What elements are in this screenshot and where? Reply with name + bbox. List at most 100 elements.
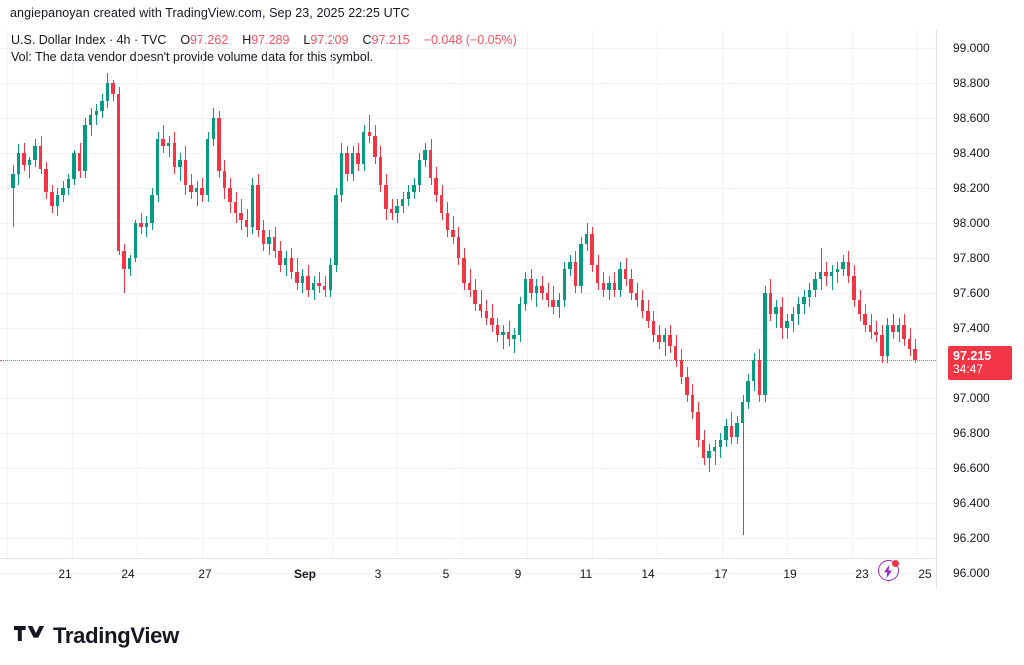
- candle-body: [94, 111, 99, 115]
- candle-body: [590, 233, 594, 265]
- candle-wick: [514, 328, 515, 353]
- time-axis-label: 17: [714, 567, 728, 581]
- open-value: 97.262: [190, 33, 229, 47]
- legend-ohlc-row: U.S. Dollar Index · 4h · TVC O97.262 H97…: [11, 32, 517, 49]
- time-axis-label: 24: [121, 567, 135, 581]
- candle-body: [556, 300, 561, 307]
- candle-body: [133, 223, 138, 258]
- candle-body: [256, 184, 260, 230]
- candle-body: [206, 139, 210, 195]
- gridline-vertical: [527, 30, 528, 558]
- candle-wick: [124, 244, 125, 293]
- tradingview-logo[interactable]: TradingView: [14, 623, 179, 649]
- open-key: O: [180, 33, 191, 47]
- candle-body: [490, 317, 494, 325]
- candle-body: [373, 135, 377, 157]
- gridline-vertical: [332, 30, 333, 558]
- candle-body: [724, 426, 728, 440]
- candle-wick: [832, 265, 833, 290]
- volume-note: Vol: The data vendor doesn't provide vol…: [11, 50, 374, 64]
- time-axis-label: 14: [641, 567, 655, 581]
- candle-body: [540, 286, 544, 293]
- current-price-badge[interactable]: 97.215 34:47: [948, 346, 1012, 381]
- gridline-horizontal: [0, 293, 936, 294]
- candle-body: [484, 310, 488, 318]
- candle-body: [22, 153, 26, 166]
- candle-body: [155, 139, 160, 195]
- gridline-vertical: [917, 30, 918, 558]
- candle-body: [790, 314, 795, 321]
- candle-body: [412, 184, 416, 192]
- candle-body: [891, 324, 895, 332]
- candle-wick: [715, 440, 716, 465]
- candle-body: [913, 349, 917, 360]
- candle-wick: [821, 247, 822, 290]
- gridline-horizontal: [0, 468, 936, 469]
- candle-wick: [169, 135, 170, 157]
- gridline-vertical: [787, 30, 788, 558]
- candle-body: [679, 359, 683, 377]
- price-axis-label: 96.800: [953, 426, 990, 440]
- candle-body: [478, 303, 483, 311]
- candle-body: [751, 359, 756, 381]
- candle-body: [896, 324, 901, 332]
- price-axis-label: 98.200: [953, 181, 990, 195]
- gridline-horizontal: [0, 48, 936, 49]
- candle-body: [824, 272, 828, 276]
- candle-body: [245, 219, 249, 227]
- gridline-vertical: [397, 30, 398, 558]
- candle-body: [523, 279, 527, 304]
- chart-plot-area[interactable]: [0, 30, 936, 574]
- candle-body: [267, 237, 271, 244]
- symbol-title[interactable]: U.S. Dollar Index · 4h · TVC: [11, 33, 167, 47]
- candle-body: [284, 258, 288, 265]
- candle-wick: [837, 261, 838, 283]
- candle-body: [389, 209, 394, 213]
- candle-body: [846, 261, 851, 276]
- price-axis[interactable]: 99.000 98.800 98.600 98.400 98.200 98.000 97.8…: [937, 30, 1024, 579]
- candle-body: [367, 132, 372, 136]
- candle-wick: [776, 300, 777, 328]
- price-axis-label: 97.600: [953, 286, 990, 300]
- candle-body: [685, 377, 689, 395]
- candle-body: [16, 153, 21, 174]
- time-axis-label: 21: [58, 567, 72, 581]
- candle-body: [673, 345, 678, 360]
- candle-body: [323, 286, 327, 290]
- candle-body: [774, 307, 778, 314]
- gridline-horizontal: [0, 83, 936, 84]
- candle-body: [44, 168, 48, 192]
- candle-body: [306, 275, 310, 290]
- gridline-vertical: [202, 30, 203, 558]
- candle-body: [835, 268, 839, 272]
- time-axis-label: 23: [855, 567, 869, 581]
- gridline-vertical: [137, 30, 138, 558]
- candle-body: [116, 93, 121, 251]
- candle-body: [813, 279, 817, 290]
- time-axis[interactable]: 21 24 27 Sep 3 5 9 11 14 17 19 23 25: [0, 559, 936, 589]
- candle-body: [568, 261, 572, 269]
- candle-body: [61, 188, 65, 195]
- candle-body: [618, 268, 622, 290]
- price-axis-label: 96.600: [953, 461, 990, 475]
- candle-body: [400, 198, 405, 206]
- candle-body: [462, 258, 466, 283]
- candle-body: [83, 125, 87, 171]
- gridline-vertical: [267, 30, 268, 558]
- candle-body: [350, 153, 355, 174]
- notification-dot-icon: [892, 560, 899, 567]
- candle-body: [328, 265, 333, 290]
- lightning-bolt-icon[interactable]: [878, 560, 899, 581]
- candle-body: [183, 160, 188, 185]
- candle-body: [852, 275, 856, 300]
- candle-body: [701, 440, 706, 458]
- candle-body: [150, 195, 154, 223]
- candle-body: [72, 153, 76, 180]
- candle-body: [50, 191, 54, 206]
- candle-body: [467, 282, 472, 290]
- candle-body: [178, 160, 182, 167]
- gridline-vertical: [722, 30, 723, 558]
- bar-countdown: 34:47: [953, 362, 984, 377]
- candle-body: [334, 195, 338, 265]
- candle-body: [278, 251, 282, 265]
